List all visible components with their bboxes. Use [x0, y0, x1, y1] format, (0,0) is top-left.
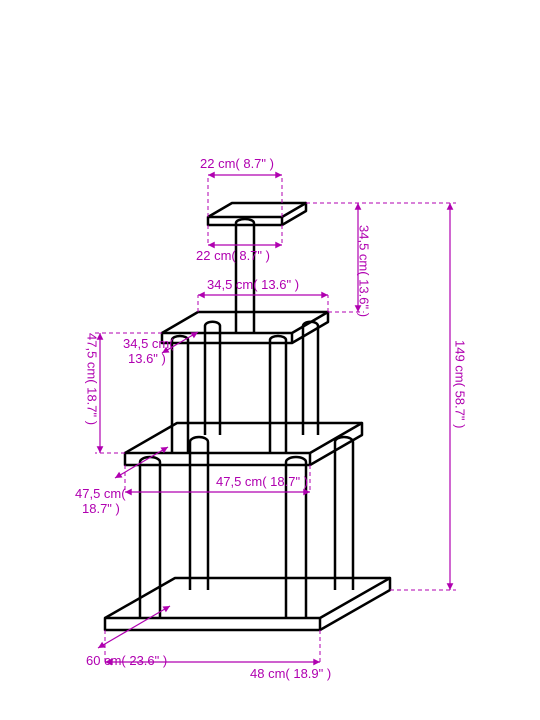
dim-top-depth: 22 cm( 8.7" )	[196, 248, 270, 263]
dim-tier3-depth-b: 18.7" )	[82, 501, 120, 516]
dim-tier2-depth-b: 13.6" )	[128, 351, 166, 366]
dim-tier3-depth-a: 47,5 cm(	[75, 486, 126, 501]
dim-h-tier2: 47,5 cm( 18.7" )	[85, 333, 100, 425]
dim-top-width: 22 cm( 8.7" )	[200, 156, 274, 171]
dimension-drawing: 22 cm( 8.7" ) 22 cm( 8.7" ) 34,5 cm( 13.…	[0, 0, 540, 720]
dim-base-width: 48 cm( 18.9" )	[250, 666, 331, 681]
dim-h-total: 149 cm( 58.7" )	[453, 340, 468, 428]
dim-h-top-a: 34,5 cm( 13.6" )	[357, 225, 372, 317]
product-outline	[105, 203, 390, 630]
dim-tier2-width: 34,5 cm( 13.6" )	[207, 277, 299, 292]
dim-base-depth-a: 60 cm( 23.6" )	[86, 653, 167, 668]
dim-tier3-width: 47,5 cm( 18.7" )	[216, 474, 308, 489]
dim-tier2-depth-a: 34,5 cm(	[123, 336, 174, 351]
